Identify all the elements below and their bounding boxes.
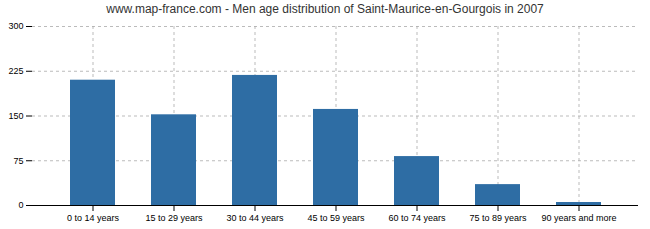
svg-text:45 to 59 years: 45 to 59 years xyxy=(307,213,365,223)
svg-text:0: 0 xyxy=(18,200,23,210)
html-text:www.map-france.com - Men age d: www.map-france.com - Men age distributio… xyxy=(106,2,544,16)
svg-text:90 years and more: 90 years and more xyxy=(541,213,616,223)
svg-text:75: 75 xyxy=(13,156,23,166)
svg-text:30 to 44 years: 30 to 44 years xyxy=(226,213,284,223)
svg-text:225: 225 xyxy=(8,66,23,76)
svg-text:15 to 29 years: 15 to 29 years xyxy=(145,213,203,223)
svg-text:300: 300 xyxy=(8,21,23,31)
svg-text:0 to 14 years: 0 to 14 years xyxy=(67,213,120,223)
svg-text:75 to 89 years: 75 to 89 years xyxy=(469,213,527,223)
svg-text:60 to 74 years: 60 to 74 years xyxy=(388,213,446,223)
svg-text:150: 150 xyxy=(8,111,23,121)
